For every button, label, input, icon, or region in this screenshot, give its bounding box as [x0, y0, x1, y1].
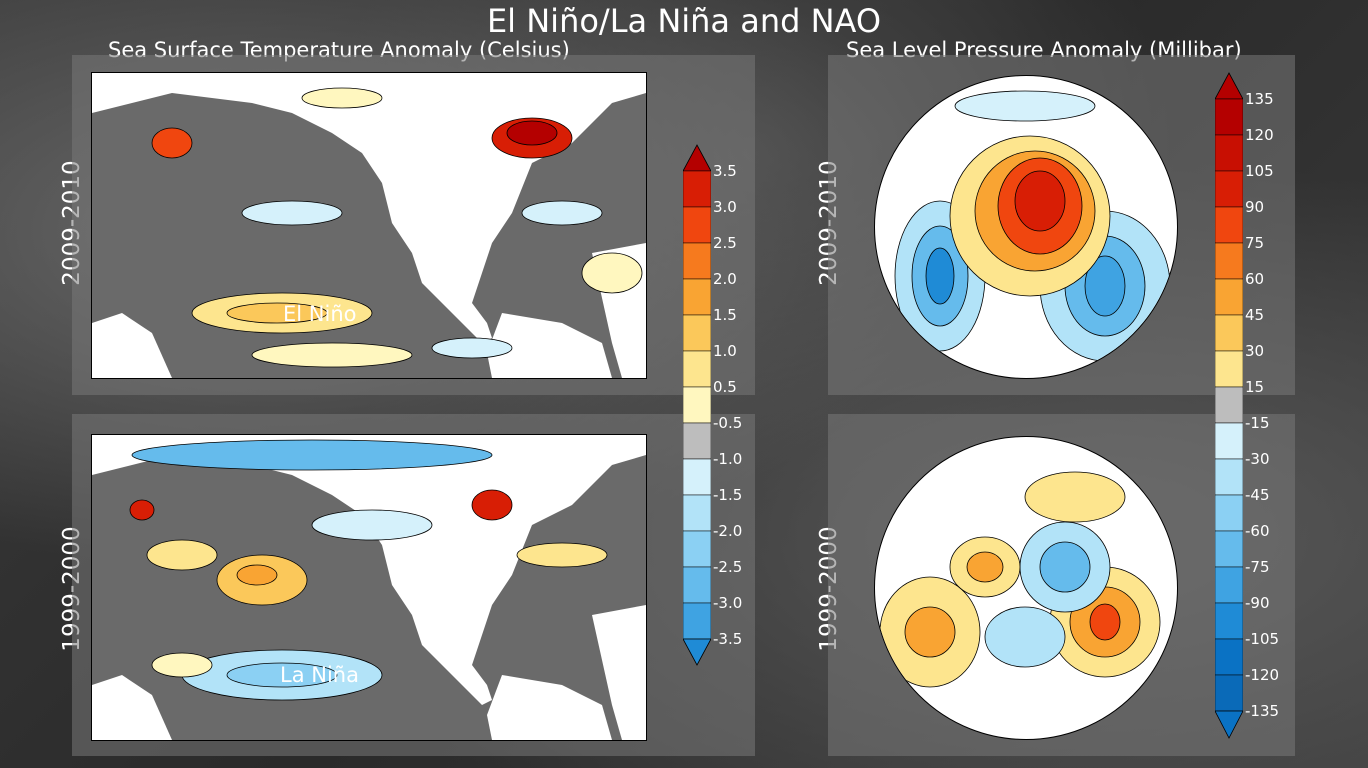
- slp-map-1999: [874, 436, 1178, 740]
- la-nina-label: La Niña: [280, 663, 359, 687]
- slp-tick-label: -90: [1245, 594, 1270, 612]
- sst-tick-label: 1.0: [713, 342, 737, 360]
- sst-tick-label: -3.0: [713, 594, 743, 612]
- sst-tick-label: 0.5: [713, 378, 737, 396]
- sst-tick-label: -3.5: [713, 630, 743, 648]
- sst-tick-label: -1.0: [713, 450, 743, 468]
- slp-tick-label: -30: [1245, 450, 1270, 468]
- slp-tick-label: 30: [1245, 342, 1265, 360]
- page-title: El Niño/La Niña and NAO: [486, 2, 882, 40]
- sst-colorbar: [682, 143, 712, 668]
- slp-tick-label: 105: [1245, 162, 1274, 180]
- sst-tick-label: 3.5: [713, 162, 737, 180]
- slp-tick-label: -15: [1245, 414, 1270, 432]
- slp-map-2009: [874, 75, 1178, 379]
- slp-tick-label: -135: [1245, 702, 1280, 720]
- sst-tick-label: -0.5: [713, 414, 743, 432]
- slp-tick-label: 120: [1245, 126, 1274, 144]
- el-nino-label: El Niño: [283, 302, 357, 326]
- sst-tick-label: 3.0: [713, 198, 737, 216]
- slp-tick-label: -45: [1245, 486, 1270, 504]
- slp-tick-label: -120: [1245, 666, 1280, 684]
- sst-tick-label: -1.5: [713, 486, 743, 504]
- slp-tick-label: -75: [1245, 558, 1270, 576]
- sst-tick-label: 2.5: [713, 234, 737, 252]
- slp-tick-label: 45: [1245, 306, 1265, 324]
- slp-tick-label: 75: [1245, 234, 1265, 252]
- slp-colorbar: [1214, 72, 1244, 740]
- sst-tick-label: -2.0: [713, 522, 743, 540]
- sst-tick-label: 2.0: [713, 270, 737, 288]
- slp-tick-label: -105: [1245, 630, 1280, 648]
- slp-tick-label: 90: [1245, 198, 1265, 216]
- sst-tick-label: 1.5: [713, 306, 737, 324]
- sst-map-1999: [91, 434, 647, 741]
- sst-tick-label: -2.5: [713, 558, 743, 576]
- slp-tick-label: 135: [1245, 90, 1274, 108]
- sst-map-2009: [91, 72, 647, 379]
- slp-tick-label: 60: [1245, 270, 1265, 288]
- slp-tick-label: 15: [1245, 378, 1265, 396]
- slp-tick-label: -60: [1245, 522, 1270, 540]
